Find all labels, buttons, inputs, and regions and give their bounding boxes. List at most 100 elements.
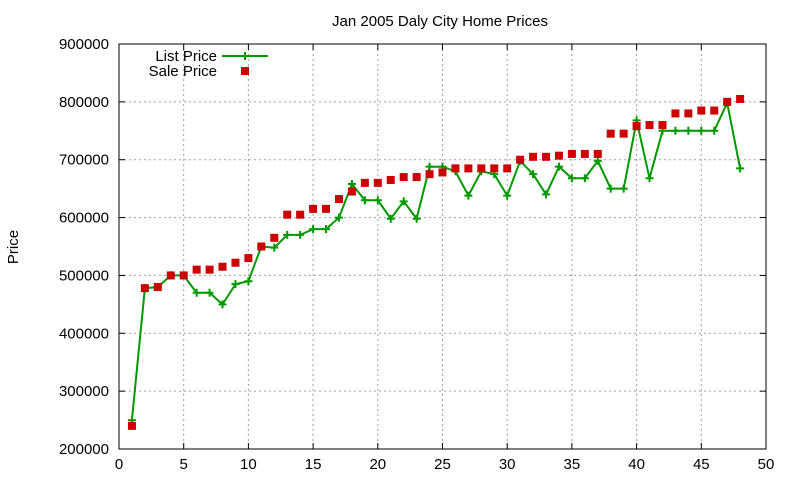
legend-label-list-price: List Price bbox=[155, 48, 217, 65]
sale-price-point bbox=[632, 122, 641, 131]
y-tick-label: 600000 bbox=[59, 210, 109, 227]
x-tick-label: 5 bbox=[180, 456, 188, 473]
list-price-point bbox=[529, 170, 538, 179]
sale-price-point bbox=[334, 195, 343, 204]
x-tick-label: 15 bbox=[305, 456, 322, 473]
sale-price-point bbox=[723, 97, 732, 106]
y-tick-label: 800000 bbox=[59, 94, 109, 111]
list-price-point bbox=[684, 126, 693, 135]
sale-price-point bbox=[296, 210, 305, 219]
x-tick-label: 40 bbox=[628, 456, 645, 473]
list-price-point bbox=[205, 288, 214, 297]
list-price-point bbox=[580, 174, 589, 183]
sale-price-point bbox=[425, 170, 434, 179]
sale-price-point bbox=[554, 151, 563, 160]
list-price-point bbox=[464, 191, 473, 200]
grid-lines bbox=[119, 44, 766, 449]
sale-price-point bbox=[412, 173, 421, 182]
axis-ticks: 0 5 10 15 20 25 30 35 40 45 50 200000 300000 400000 50… bbox=[59, 36, 774, 473]
sale-price-point bbox=[322, 204, 331, 213]
sale-price-point bbox=[347, 187, 356, 196]
list-price-point bbox=[218, 300, 227, 309]
list-price-point bbox=[645, 174, 654, 183]
sale-price-point bbox=[244, 254, 253, 263]
x-tick-label: 0 bbox=[115, 456, 123, 473]
legend-marker-sale-price bbox=[241, 67, 249, 75]
list-price-point bbox=[373, 196, 382, 205]
sale-price-point bbox=[529, 152, 538, 161]
y-tick-label: 700000 bbox=[59, 152, 109, 169]
x-tick-label: 20 bbox=[369, 456, 386, 473]
sale-price-point bbox=[283, 210, 292, 219]
sale-price-point bbox=[360, 178, 369, 187]
list-price-point bbox=[360, 196, 369, 205]
y-tick-label: 400000 bbox=[59, 325, 109, 342]
list-price-point bbox=[710, 126, 719, 135]
list-price-point bbox=[309, 225, 318, 234]
sale-price-point bbox=[127, 421, 136, 430]
y-tick-label: 500000 bbox=[59, 267, 109, 284]
list-price-point bbox=[593, 156, 602, 165]
list-price-point bbox=[606, 184, 615, 193]
sale-price-point bbox=[671, 109, 680, 118]
sale-price-point bbox=[464, 164, 473, 173]
legend: List Price Sale Price bbox=[149, 48, 268, 80]
sale-price-point bbox=[257, 242, 266, 251]
sale-price-point bbox=[684, 109, 693, 118]
list-price-point bbox=[192, 288, 201, 297]
list-price-point bbox=[542, 190, 551, 199]
y-tick-label: 200000 bbox=[59, 441, 109, 458]
list-price-point bbox=[270, 243, 279, 252]
sale-price-point bbox=[606, 129, 615, 138]
list-price-point bbox=[231, 280, 240, 289]
sale-price-point bbox=[710, 106, 719, 115]
list-price-point bbox=[244, 277, 253, 286]
list-price-point bbox=[567, 174, 576, 183]
sale-price-point bbox=[645, 121, 654, 129]
y-tick-label: 300000 bbox=[59, 383, 109, 400]
x-tick-label: 25 bbox=[434, 456, 451, 473]
sale-price-point bbox=[477, 164, 486, 173]
legend-label-sale-price: Sale Price bbox=[149, 63, 217, 80]
sale-price-point bbox=[619, 129, 628, 138]
list-price-point bbox=[334, 213, 343, 222]
sale-price-point bbox=[736, 94, 745, 103]
list-price-point bbox=[386, 214, 395, 223]
legend-marker-list-price bbox=[241, 52, 249, 60]
sale-price-point bbox=[373, 178, 382, 187]
x-tick-label: 50 bbox=[758, 456, 775, 473]
list-price-point bbox=[619, 184, 628, 193]
list-price-point bbox=[347, 180, 356, 189]
list-price-point bbox=[697, 126, 706, 135]
list-price-point bbox=[425, 162, 434, 171]
sale-price-point bbox=[658, 121, 667, 129]
y-tick-label: 900000 bbox=[59, 36, 109, 53]
list-price-point bbox=[412, 214, 421, 223]
sale-price-point bbox=[542, 152, 551, 161]
sale-price-point bbox=[231, 258, 240, 267]
sale-price-point bbox=[567, 149, 576, 158]
y-axis-label: Price bbox=[5, 230, 22, 264]
sale-price-point bbox=[166, 271, 175, 280]
sale-price-point bbox=[516, 155, 525, 164]
sale-price-point bbox=[309, 204, 318, 213]
chart-title: Jan 2005 Daly City Home Prices bbox=[332, 13, 548, 30]
x-tick-label: 35 bbox=[564, 456, 581, 473]
sale-price-point bbox=[399, 173, 408, 182]
sale-price-point bbox=[490, 164, 499, 173]
series-line-list-price bbox=[130, 99, 742, 421]
sale-price-point bbox=[205, 265, 214, 274]
sale-price-point bbox=[503, 164, 512, 173]
sale-price-point bbox=[192, 265, 201, 274]
sale-price-point bbox=[153, 283, 162, 291]
sale-price-point bbox=[451, 164, 460, 173]
x-tick-label: 30 bbox=[499, 456, 516, 473]
x-tick-label: 10 bbox=[240, 456, 257, 473]
list-price-point bbox=[296, 230, 305, 239]
sale-price-point bbox=[593, 149, 602, 158]
list-price-point bbox=[554, 162, 563, 171]
sale-price-point bbox=[438, 168, 447, 177]
list-price-point bbox=[503, 191, 512, 200]
sale-price-point bbox=[270, 233, 279, 242]
